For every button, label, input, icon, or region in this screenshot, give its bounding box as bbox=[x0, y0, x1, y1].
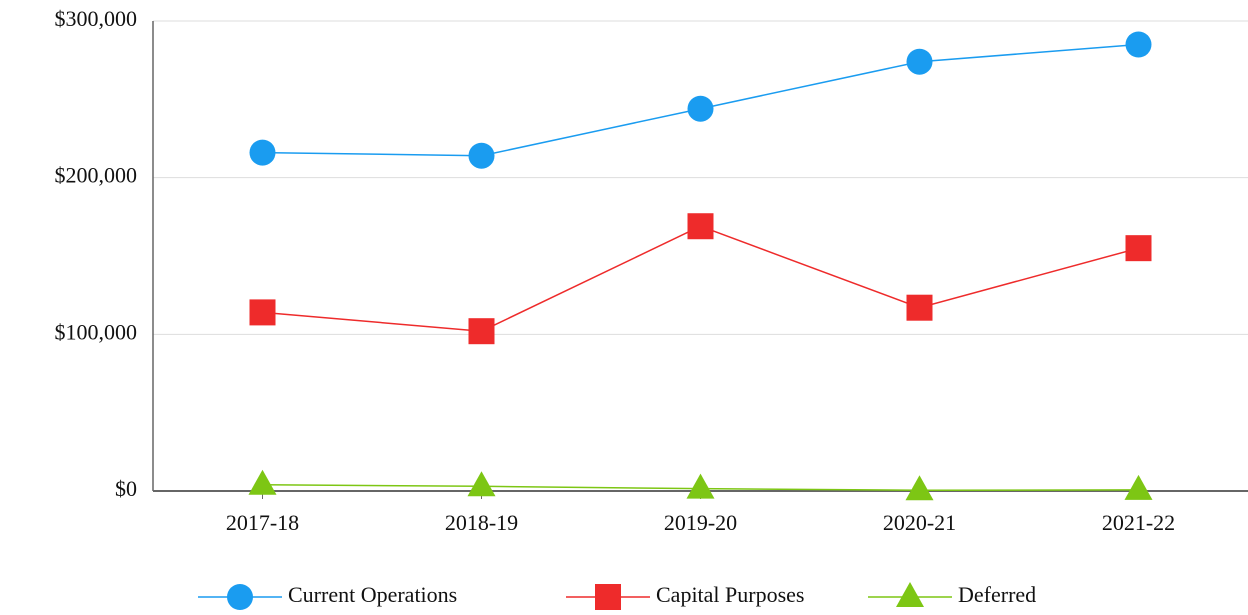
x-tick-label: 2017-18 bbox=[226, 510, 299, 535]
marker bbox=[906, 294, 933, 321]
marker bbox=[248, 469, 277, 495]
marker bbox=[468, 142, 495, 169]
marker bbox=[686, 473, 715, 499]
y-tick-label: $100,000 bbox=[55, 319, 138, 344]
marker bbox=[1125, 31, 1152, 58]
legend-label: Current Operations bbox=[288, 582, 457, 607]
legend-label: Capital Purposes bbox=[656, 582, 805, 607]
marker bbox=[227, 584, 253, 610]
x-tick-label: 2021-22 bbox=[1102, 510, 1175, 535]
marker bbox=[687, 95, 714, 122]
marker bbox=[595, 584, 621, 610]
marker bbox=[1124, 474, 1153, 500]
marker bbox=[896, 582, 924, 607]
marker bbox=[905, 475, 934, 501]
marker bbox=[1125, 235, 1152, 262]
x-tick-label: 2019-20 bbox=[664, 510, 737, 535]
marker bbox=[687, 213, 714, 240]
y-tick-label: $200,000 bbox=[55, 163, 138, 188]
y-tick-label: $0 bbox=[115, 476, 137, 501]
marker bbox=[467, 471, 496, 497]
series-line bbox=[262, 225, 1139, 332]
marker bbox=[468, 318, 495, 345]
y-tick-label: $300,000 bbox=[55, 6, 138, 31]
marker bbox=[249, 139, 276, 166]
x-tick-label: 2020-21 bbox=[883, 510, 956, 535]
marker bbox=[906, 48, 933, 75]
x-tick-label: 2018-19 bbox=[445, 510, 518, 535]
marker bbox=[249, 299, 276, 326]
legend-label: Deferred bbox=[958, 582, 1036, 607]
